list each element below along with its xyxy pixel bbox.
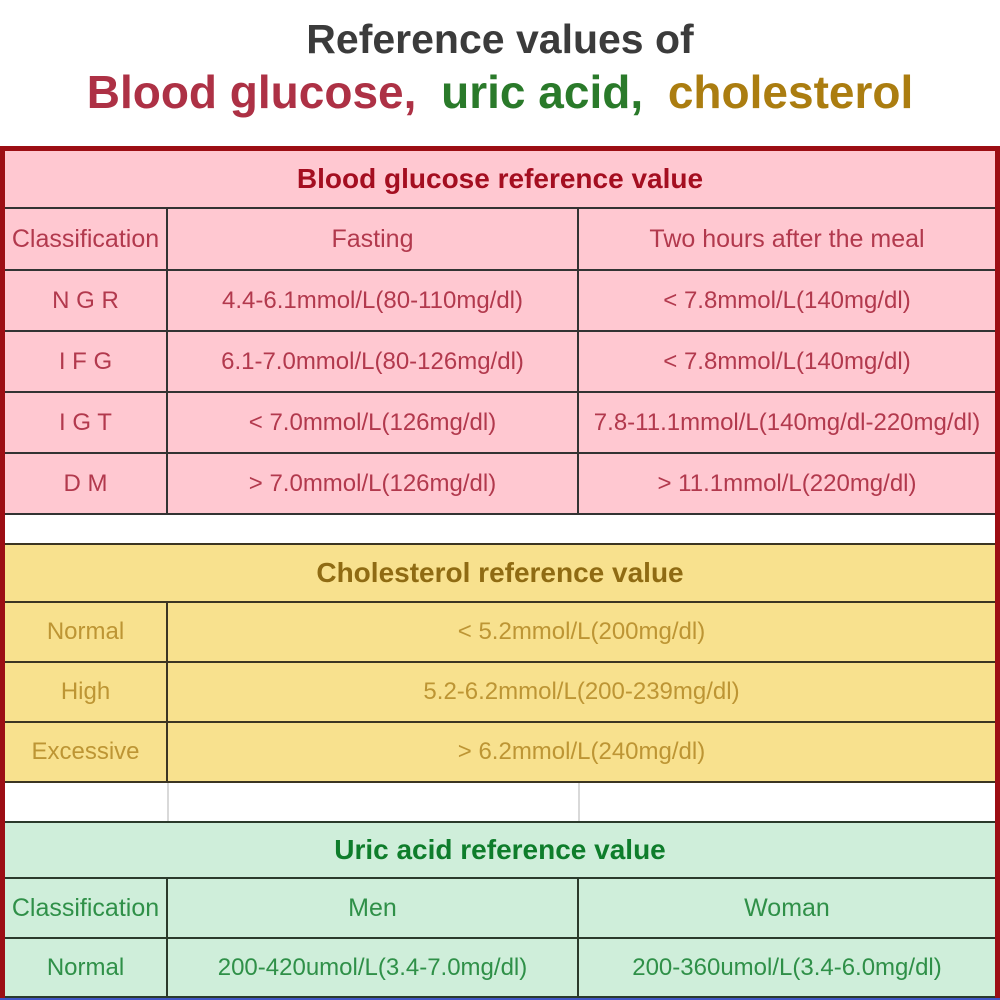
bottom-edge-line xyxy=(0,998,1000,1000)
table-row-dm: D M > 7.0mmol/L(126mg/dl) > 11.1mmol/L(2… xyxy=(5,453,995,515)
column-header-classification: Classification xyxy=(5,878,168,939)
heading-uric-acid: uric acid, xyxy=(441,66,644,118)
table-row-ngr: N G R 4.4-6.1mmol/L(80-110mg/dl) < 7.8mm… xyxy=(5,270,995,332)
gap-column-divider xyxy=(578,783,580,821)
tables-frame: Blood glucose reference value Classifica… xyxy=(0,146,1000,1000)
cell-fasting-value: 4.4-6.1mmol/L(80-110mg/dl) xyxy=(166,270,579,332)
cell-two-hours-value: 7.8-11.1mmol/L(140mg/dl-220mg/dl) xyxy=(577,392,995,454)
cell-classification: Excessive xyxy=(5,722,168,783)
cell-two-hours-value: < 7.8mmol/L(140mg/dl) xyxy=(577,331,995,393)
column-header-two-hours: Two hours after the meal xyxy=(577,208,995,271)
cell-classification: D M xyxy=(5,453,168,515)
gap-column-divider xyxy=(167,783,169,821)
uric-acid-table: Uric acid reference value Classification… xyxy=(5,821,995,1000)
table-row: Cholesterol reference value xyxy=(5,544,995,603)
table-row-normal: Normal < 5.2mmol/L(200mg/dl) xyxy=(5,602,995,663)
uric-acid-table-title: Uric acid reference value xyxy=(5,822,995,879)
column-header-woman: Woman xyxy=(577,878,995,939)
cell-fasting-value: < 7.0mmol/L(126mg/dl) xyxy=(166,392,579,454)
cell-classification: I G T xyxy=(5,392,168,454)
table-row-normal: Normal 200-420umol/L(3.4-7.0mg/dl) 200-3… xyxy=(5,938,995,998)
column-header-classification: Classification xyxy=(5,208,168,271)
cell-two-hours-value: > 11.1mmol/L(220mg/dl) xyxy=(577,453,995,515)
table-row: Classification Men Woman xyxy=(5,878,995,939)
table-row: Blood glucose reference value xyxy=(5,151,995,209)
cell-classification: N G R xyxy=(5,270,168,332)
table-row: Uric acid reference value xyxy=(5,822,995,879)
column-header-men: Men xyxy=(166,878,579,939)
cholesterol-table: Cholesterol reference value Normal < 5.2… xyxy=(5,543,995,783)
cell-two-hours-value: < 7.8mmol/L(140mg/dl) xyxy=(577,270,995,332)
cell-classification: High xyxy=(5,662,168,723)
cell-classification: I F G xyxy=(5,331,168,393)
table-row-igt: I G T < 7.0mmol/L(126mg/dl) 7.8-11.1mmol… xyxy=(5,392,995,454)
heading-line1: Reference values of xyxy=(306,16,694,62)
cell-fasting-value: > 7.0mmol/L(126mg/dl) xyxy=(166,453,579,515)
cell-value: < 5.2mmol/L(200mg/dl) xyxy=(166,602,995,663)
column-header-fasting: Fasting xyxy=(166,208,579,271)
table-row: Classification Fasting Two hours after t… xyxy=(5,208,995,271)
cell-woman-value: 200-360umol/L(3.4-6.0mg/dl) xyxy=(577,938,995,998)
heading-blood-glucose: Blood glucose, xyxy=(86,66,417,118)
white-gap-1 xyxy=(5,515,995,543)
heading-line2: Blood glucose, uric acid, cholesterol xyxy=(0,62,1000,118)
cell-classification: Normal xyxy=(5,602,168,663)
heading-cholesterol: cholesterol xyxy=(667,66,914,118)
table-row-excessive: Excessive > 6.2mmol/L(240mg/dl) xyxy=(5,722,995,783)
page-heading: Reference values of Blood glucose, uric … xyxy=(0,0,1000,146)
table-row-high: High 5.2-6.2mmol/L(200-239mg/dl) xyxy=(5,662,995,723)
white-gap-2 xyxy=(5,783,995,821)
blood-glucose-table: Blood glucose reference value Classifica… xyxy=(5,151,995,515)
blood-glucose-table-title: Blood glucose reference value xyxy=(5,151,995,209)
table-row-ifg: I F G 6.1-7.0mmol/L(80-126mg/dl) < 7.8mm… xyxy=(5,331,995,393)
cell-classification: Normal xyxy=(5,938,168,998)
cell-value: 5.2-6.2mmol/L(200-239mg/dl) xyxy=(166,662,995,723)
cell-fasting-value: 6.1-7.0mmol/L(80-126mg/dl) xyxy=(166,331,579,393)
cell-value: > 6.2mmol/L(240mg/dl) xyxy=(166,722,995,783)
cell-men-value: 200-420umol/L(3.4-7.0mg/dl) xyxy=(166,938,579,998)
cholesterol-table-title: Cholesterol reference value xyxy=(5,544,995,603)
